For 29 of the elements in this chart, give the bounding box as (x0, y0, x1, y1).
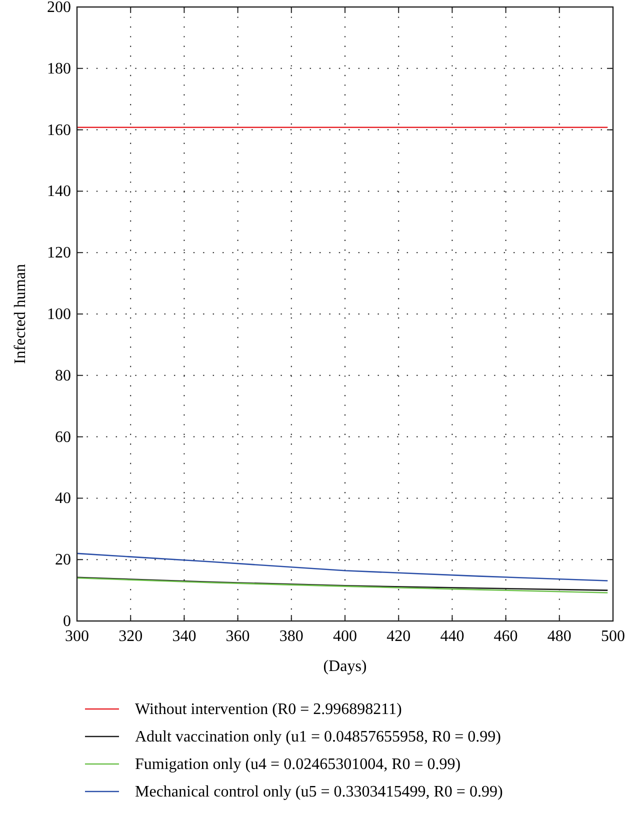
x-tick-label: 440 (440, 628, 464, 645)
y-tick-label: 200 (47, 0, 71, 16)
x-tick-label: 400 (333, 628, 357, 645)
legend-label: Without intervention (R0 = 2.996898211) (135, 701, 402, 718)
y-tick-label: 120 (47, 244, 71, 262)
y-tick-label: 140 (47, 183, 71, 200)
x-axis-title: (Days) (323, 658, 367, 675)
x-tick-label: 460 (494, 628, 518, 645)
y-tick-label: 180 (47, 60, 71, 78)
x-tick-label: 500 (601, 628, 625, 645)
x-tick-label: 340 (172, 628, 196, 645)
y-tick-label: 0 (63, 613, 71, 630)
line-series (76, 552, 608, 582)
x-tick-label: 320 (118, 628, 143, 645)
x-tick-label: 360 (226, 628, 250, 645)
x-tick-label: 420 (386, 628, 411, 645)
legend-label: Mechanical control only (u5 = 0.3303415499, R0 = 0.99) (135, 784, 503, 800)
y-axis-title: Infected human (12, 264, 29, 364)
y-tick-label: 100 (47, 306, 71, 323)
x-tick-label: 480 (547, 628, 572, 645)
legend-label: Fumigation only (u4 = 0.02465301004, R0 = 0.99) (135, 756, 461, 773)
x-tick-label: 300 (65, 628, 89, 645)
x-tick-label: 380 (279, 628, 304, 645)
legend-label: Adult vaccination only (u1 = 0.04857655958, R0 = 0.99) (135, 728, 502, 746)
y-tick-label: 20 (55, 552, 71, 569)
y-tick-label: 40 (55, 490, 71, 508)
y-tick-label: 160 (47, 122, 71, 139)
y-tick-label: 60 (55, 428, 71, 446)
y-tick-label: 80 (55, 367, 71, 384)
